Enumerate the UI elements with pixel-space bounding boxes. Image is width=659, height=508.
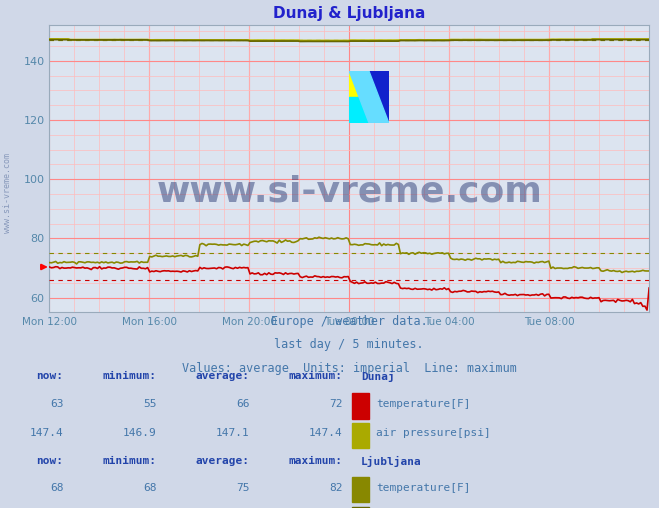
Polygon shape bbox=[349, 71, 389, 123]
Text: 68: 68 bbox=[143, 483, 156, 493]
Text: Dunaj: Dunaj bbox=[361, 371, 395, 382]
Text: www.si-vreme.com: www.si-vreme.com bbox=[156, 175, 542, 209]
Bar bbox=[352, 393, 369, 419]
Text: minimum:: minimum: bbox=[102, 456, 156, 466]
Text: 147.4: 147.4 bbox=[308, 428, 342, 438]
Text: now:: now: bbox=[36, 371, 63, 381]
Text: average:: average: bbox=[195, 456, 249, 466]
Text: average:: average: bbox=[195, 371, 249, 381]
Bar bbox=[349, 71, 369, 97]
Text: Europe / weather data.: Europe / weather data. bbox=[271, 315, 428, 328]
Text: maximum:: maximum: bbox=[288, 371, 342, 381]
Bar bbox=[352, 423, 369, 448]
Text: air pressure[psi]: air pressure[psi] bbox=[376, 428, 491, 438]
Text: temperature[F]: temperature[F] bbox=[376, 483, 471, 493]
Text: 147.1: 147.1 bbox=[215, 428, 249, 438]
Text: minimum:: minimum: bbox=[102, 371, 156, 381]
Bar bbox=[349, 97, 369, 123]
Text: 82: 82 bbox=[329, 483, 342, 493]
Text: 66: 66 bbox=[236, 399, 249, 409]
Text: 63: 63 bbox=[50, 399, 63, 409]
Bar bbox=[369, 71, 389, 123]
Text: now:: now: bbox=[36, 456, 63, 466]
Text: 72: 72 bbox=[329, 399, 342, 409]
Title: Dunaj & Ljubljana: Dunaj & Ljubljana bbox=[273, 7, 426, 21]
Text: last day / 5 minutes.: last day / 5 minutes. bbox=[274, 337, 424, 351]
Text: 147.4: 147.4 bbox=[30, 428, 63, 438]
Bar bbox=[352, 478, 369, 502]
Text: Values: average  Units: imperial  Line: maximum: Values: average Units: imperial Line: ma… bbox=[182, 362, 517, 374]
Text: maximum:: maximum: bbox=[288, 456, 342, 466]
Text: 75: 75 bbox=[236, 483, 249, 493]
Bar bbox=[352, 506, 369, 508]
Text: www.si-vreme.com: www.si-vreme.com bbox=[3, 153, 13, 233]
Text: temperature[F]: temperature[F] bbox=[376, 399, 471, 409]
Text: 146.9: 146.9 bbox=[123, 428, 156, 438]
Text: Ljubljana: Ljubljana bbox=[361, 456, 422, 467]
Text: 68: 68 bbox=[50, 483, 63, 493]
Text: 55: 55 bbox=[143, 399, 156, 409]
